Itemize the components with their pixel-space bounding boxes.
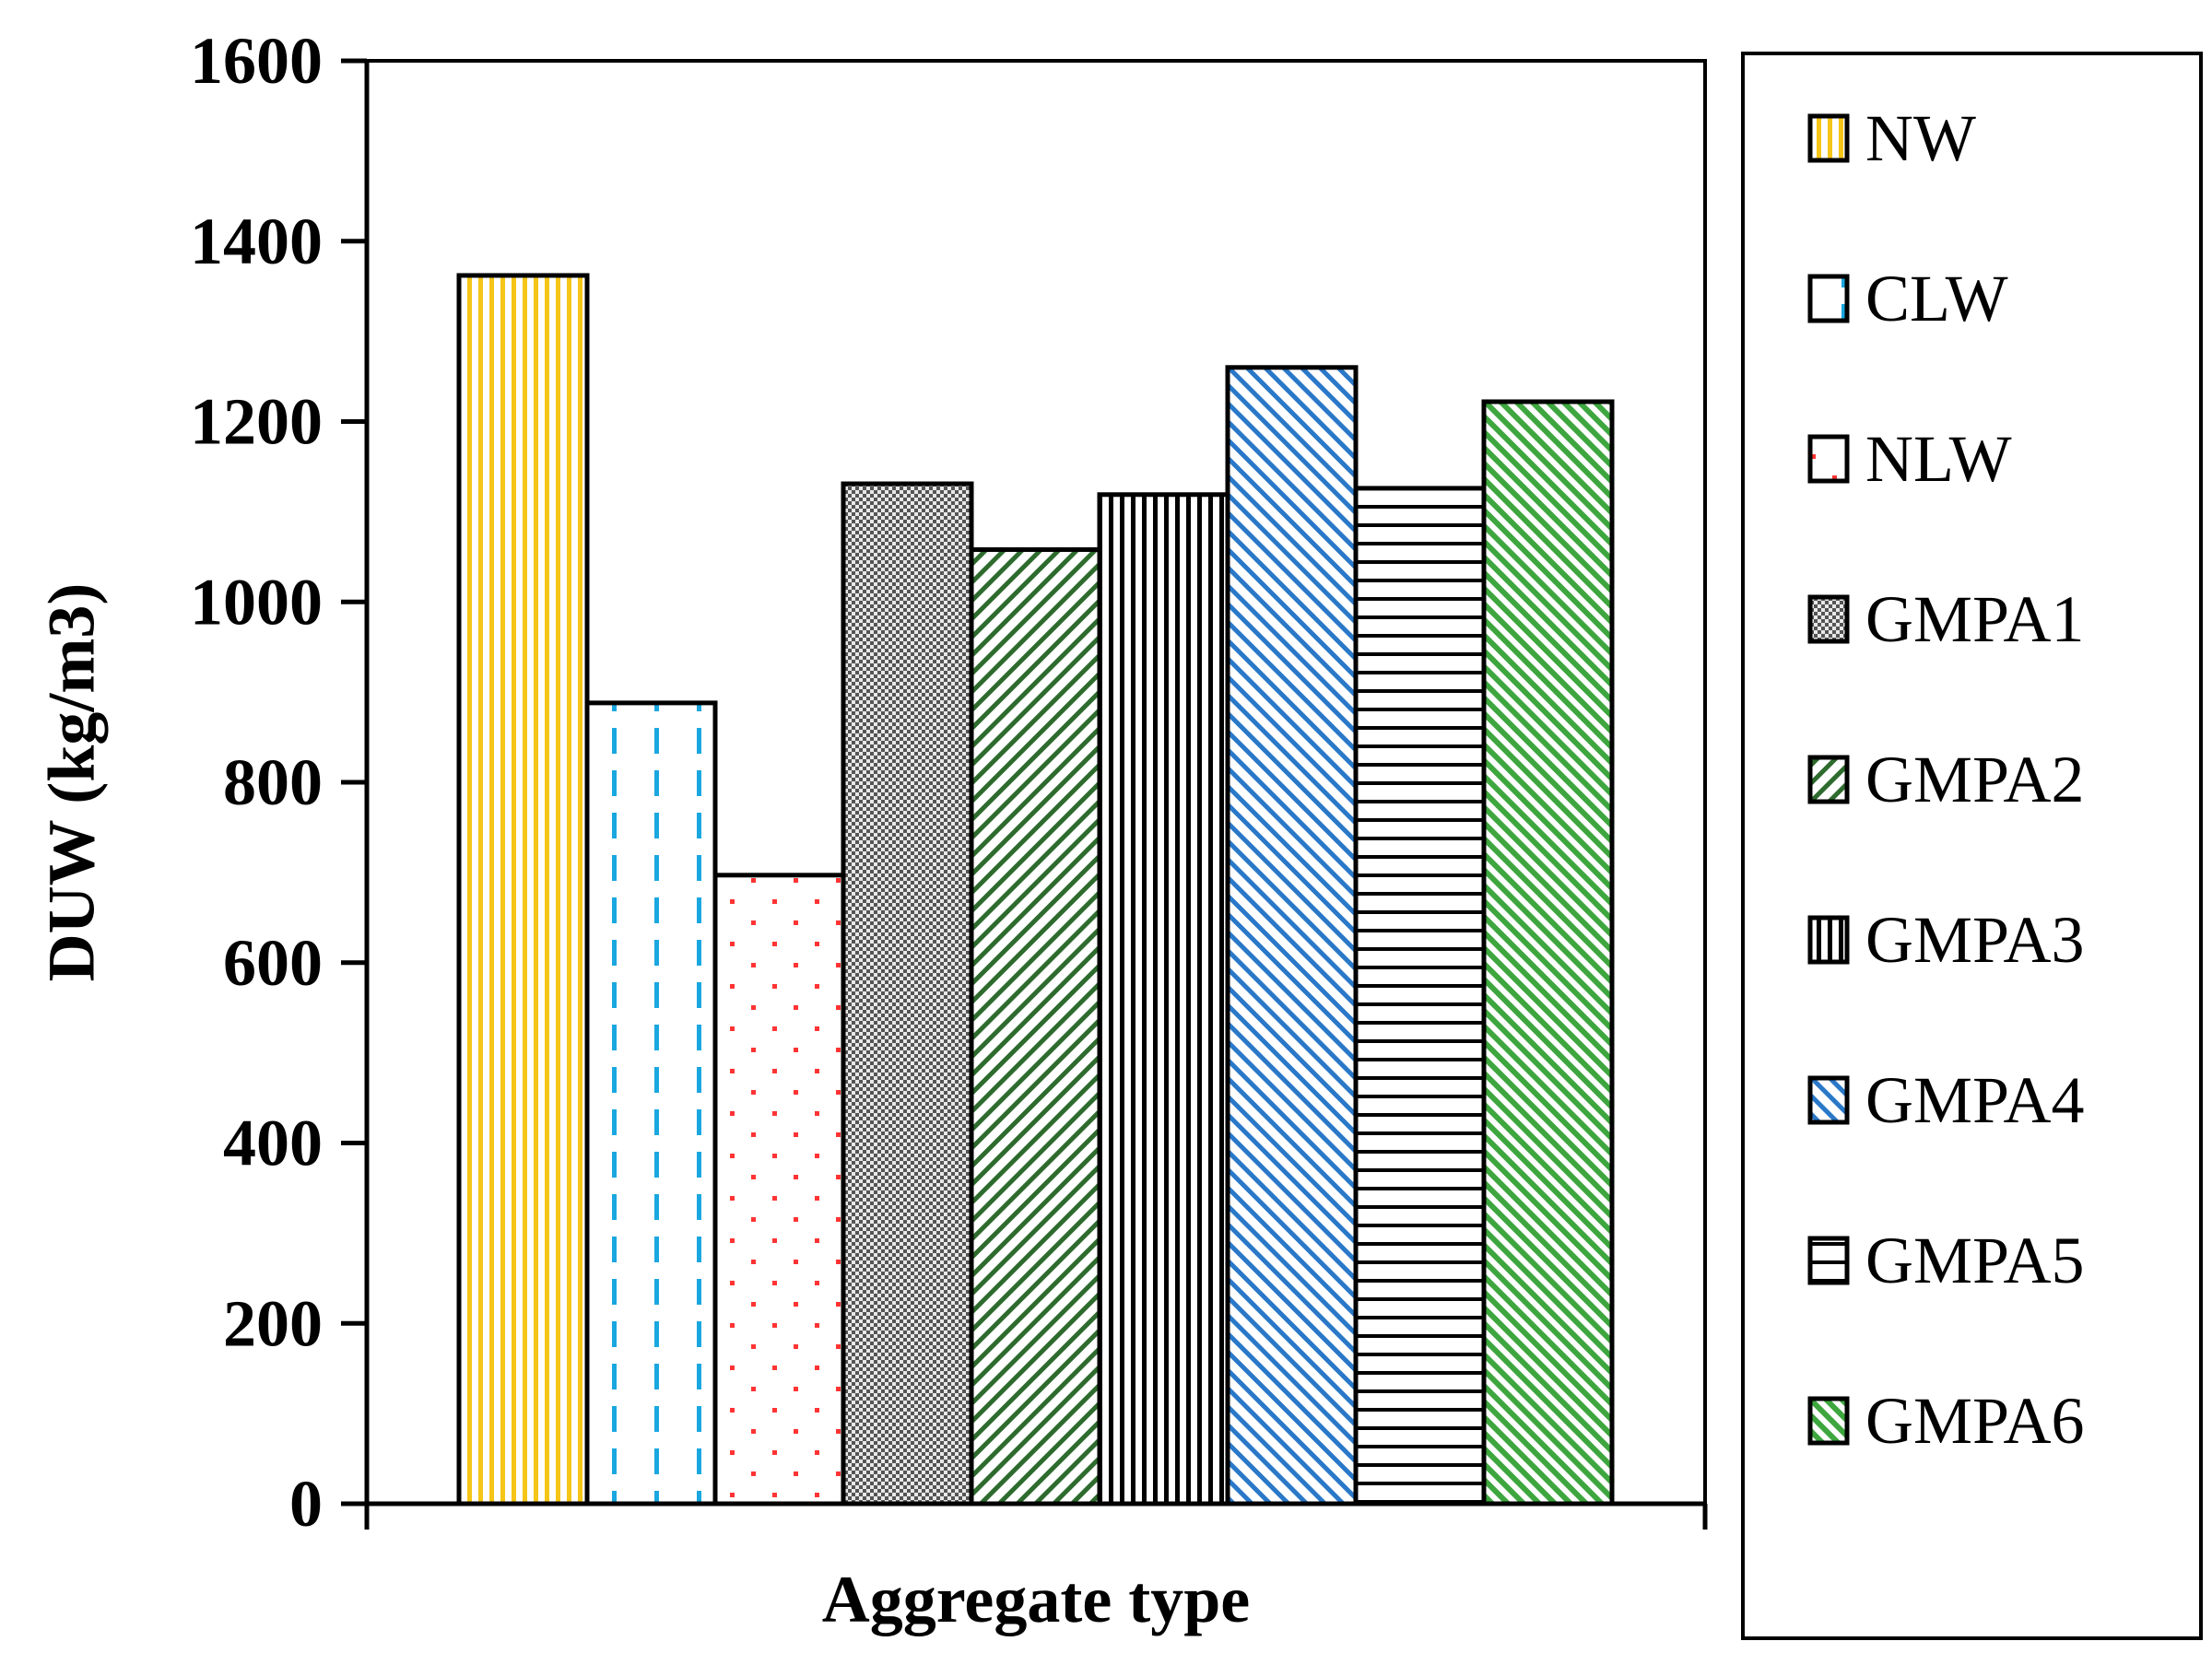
legend-label-nlw: NLW xyxy=(1865,422,2012,496)
legend-label-gmpa2: GMPA2 xyxy=(1865,743,2084,816)
legend-label-gmpa4: GMPA4 xyxy=(1865,1063,2084,1137)
y-axis-ticks: 0 200 400 600 800 1000 1200 1400 1600 xyxy=(190,24,367,1541)
y-tick-label: 1200 xyxy=(190,385,323,459)
legend-swatch-gmpa1 xyxy=(1807,594,1850,644)
bar-gmpa6 xyxy=(1481,399,1615,1506)
bar-gmpa4 xyxy=(1225,365,1359,1506)
legend-label-gmpa6: GMPA6 xyxy=(1865,1384,2084,1458)
y-tick-label: 400 xyxy=(223,1107,323,1180)
y-tick-label: 1000 xyxy=(190,565,323,639)
y-tick-label: 200 xyxy=(223,1286,323,1360)
legend-swatch-nlw xyxy=(1807,434,1850,484)
y-tick-label: 1400 xyxy=(190,205,323,278)
y-tick-label: 800 xyxy=(223,745,323,819)
bar-gmpa1 xyxy=(841,481,974,1506)
legend-label-gmpa1: GMPA1 xyxy=(1865,582,2084,656)
y-tick-label: 1600 xyxy=(190,24,323,98)
legend-swatch-gmpa3 xyxy=(1807,915,1850,965)
legend-swatch-gmpa2 xyxy=(1807,755,1850,804)
bar-gmpa3 xyxy=(1097,492,1230,1506)
legend-label-gmpa3: GMPA3 xyxy=(1865,903,2084,977)
y-tick-label: 600 xyxy=(223,926,323,1000)
bar-gmpa5 xyxy=(1353,486,1487,1506)
legend-swatch-nw xyxy=(1807,113,1850,163)
legend-swatch-clw xyxy=(1807,274,1850,323)
bar-gmpa2 xyxy=(969,546,1102,1506)
bar-nw xyxy=(456,273,590,1506)
legend-label-clw: CLW xyxy=(1865,262,2008,335)
legend-swatch-gmpa5 xyxy=(1807,1236,1850,1285)
legend-label-gmpa5: GMPA5 xyxy=(1865,1224,2084,1297)
x-axis-title: Aggregate type xyxy=(822,1563,1251,1636)
bars xyxy=(456,273,1615,1506)
legend-swatch-gmpa6 xyxy=(1807,1396,1850,1446)
legend-label-nw: NW xyxy=(1865,101,1976,175)
legend-swatch-gmpa4 xyxy=(1807,1075,1850,1125)
bar-clw xyxy=(584,700,718,1506)
legend: NW CLW NLW GMPA1 GMPA2 GMPA3 GMPA4 GMPA5 GMPA6 xyxy=(1807,101,2084,1458)
bar-nlw xyxy=(712,873,846,1506)
y-tick-label: 0 xyxy=(289,1467,323,1541)
y-axis-title: DUW (kg/m3) xyxy=(35,583,109,982)
